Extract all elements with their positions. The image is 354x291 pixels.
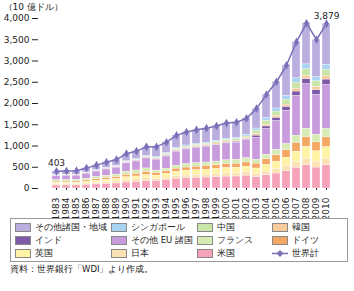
svg-text:2009: 2009 (311, 197, 321, 218)
html-text:インド: インド (35, 235, 62, 245)
html-text:資料：世界銀行「WDI」より作成。: 資料：世界銀行「WDI」より作成。 (10, 264, 154, 274)
svg-text:403: 403 (48, 158, 65, 168)
html-text:ドイツ: ドイツ (292, 235, 319, 245)
svg-text:1984: 1984 (61, 197, 71, 218)
svg-text:（10 億ドル）: （10 億ドル） (4, 2, 63, 12)
html-text:世界計: 世界計 (292, 248, 319, 258)
html-text:フランス: フランス (217, 235, 253, 245)
svg-text:3,000: 3,000 (4, 56, 30, 66)
svg-text:4,000: 4,000 (4, 13, 30, 23)
svg-text:2002: 2002 (241, 198, 251, 219)
svg-text:1987: 1987 (91, 198, 101, 219)
svg-text:3,879: 3,879 (314, 11, 340, 21)
svg-text:500: 500 (12, 162, 29, 172)
html-text:英国: 英国 (35, 248, 53, 258)
html-text:日本: 日本 (131, 248, 149, 258)
svg-text:1993: 1993 (151, 198, 161, 219)
svg-text:1988: 1988 (101, 197, 111, 218)
svg-text:2001: 2001 (231, 198, 241, 219)
svg-text:1998: 1998 (201, 197, 211, 218)
svg-text:1991: 1991 (131, 198, 141, 219)
svg-text:2007: 2007 (291, 198, 301, 219)
html-text:韓国: 韓国 (292, 222, 310, 232)
svg-text:2003: 2003 (251, 198, 261, 219)
svg-text:2005: 2005 (271, 198, 281, 219)
svg-text:0: 0 (24, 183, 30, 193)
svg-text:1999: 1999 (211, 197, 221, 218)
svg-text:1997: 1997 (191, 198, 201, 219)
svg-text:1983: 1983 (51, 198, 61, 219)
svg-text:3,500: 3,500 (4, 35, 30, 45)
svg-text:1995: 1995 (171, 198, 181, 219)
html-text:中国: 中国 (217, 222, 235, 232)
svg-text:1,000: 1,000 (4, 141, 30, 151)
svg-text:1996: 1996 (181, 197, 191, 218)
svg-text:2008: 2008 (301, 197, 311, 218)
svg-text:2,000: 2,000 (4, 98, 30, 108)
svg-text:1990: 1990 (121, 197, 131, 218)
svg-text:1994: 1994 (161, 197, 171, 218)
html-text:シンガポール: シンガポール (131, 222, 185, 232)
svg-text:2010: 2010 (321, 197, 331, 218)
svg-text:1985: 1985 (71, 198, 81, 219)
svg-text:1992: 1992 (141, 198, 151, 219)
svg-text:2006: 2006 (281, 197, 291, 218)
html-text:米国: 米国 (217, 248, 235, 258)
svg-text:1989: 1989 (111, 197, 121, 218)
html-text:その他諸国・地域: その他諸国・地域 (35, 222, 107, 232)
svg-text:1986: 1986 (81, 197, 91, 218)
html-text:その他 EU 諸国: その他 EU 諸国 (131, 235, 193, 245)
svg-text:2,500: 2,500 (4, 77, 30, 87)
svg-text:2004: 2004 (261, 197, 271, 218)
svg-text:2000: 2000 (221, 197, 231, 218)
svg-text:1,500: 1,500 (4, 120, 30, 130)
